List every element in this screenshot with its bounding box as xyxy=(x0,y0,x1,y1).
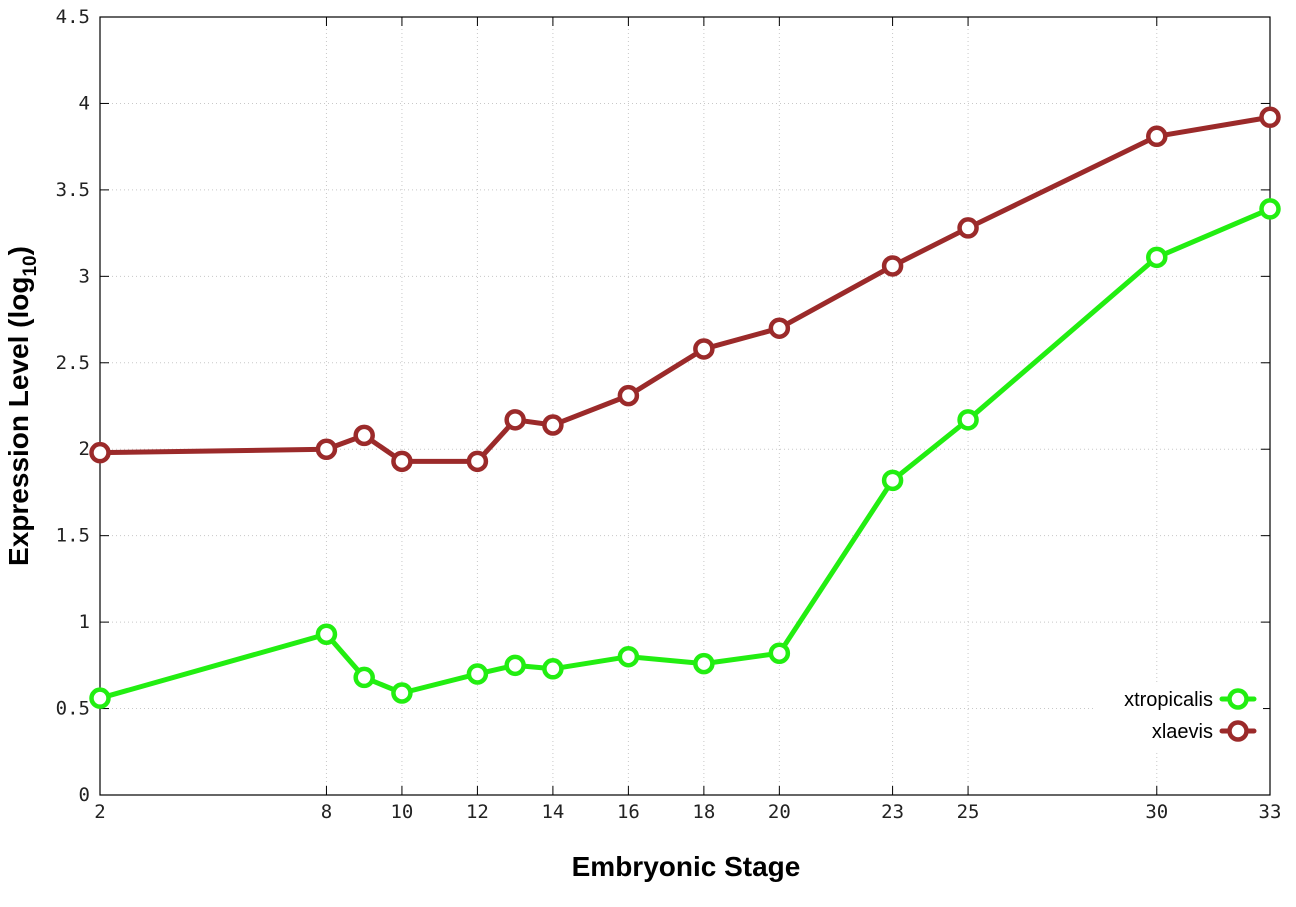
grid-layer xyxy=(100,17,1270,795)
series-line-xlaevis xyxy=(97,114,1273,464)
data-point-xtropicalis xyxy=(768,642,791,664)
legend-label-xlaevis: xlaevis xyxy=(1152,721,1213,743)
data-point-xtropicalis xyxy=(693,652,715,675)
x-tick-label: 30 xyxy=(1145,801,1168,823)
y-axis-title-close: ) xyxy=(3,246,34,255)
y-tick-label: 1 xyxy=(79,611,90,633)
legend-marker-xtropicalis xyxy=(1227,688,1249,710)
data-point-xlaevis xyxy=(693,338,715,360)
x-tick-label: 12 xyxy=(466,801,489,823)
x-tick-label: 10 xyxy=(390,801,413,823)
y-tick-label: 0 xyxy=(79,784,90,806)
y-tick-label: 4 xyxy=(79,92,90,114)
data-point-xlaevis xyxy=(881,255,904,277)
data-point-xlaevis xyxy=(1146,125,1168,148)
y-tick-label: 0.5 xyxy=(56,698,90,720)
tick-layer: 0 0.5 1 1.5 2 2.5 3 3.5 4 4.5 2 8 10 12 14 16 18 20 23 25 30… xyxy=(56,6,1282,823)
y-axis-title-subscript: 10 xyxy=(20,255,41,276)
y-tick-label: 2.5 xyxy=(56,352,90,374)
data-point-xtropicalis xyxy=(353,666,375,689)
data-point-xtropicalis xyxy=(1259,198,1281,220)
y-tick-label: 2 xyxy=(79,438,90,460)
y-axis-title: Expression Level (log10) xyxy=(3,246,41,566)
y-tick-label: 3.5 xyxy=(56,179,90,201)
x-tick-label: 2 xyxy=(94,801,105,823)
y-axis-title-main: Expression Level (log xyxy=(3,277,34,566)
x-tick-label: 18 xyxy=(692,801,715,823)
data-point-xtropicalis xyxy=(1146,246,1168,269)
data-point-xtropicalis xyxy=(466,663,489,685)
x-tick-label: 8 xyxy=(321,801,332,823)
series-layer xyxy=(89,106,1281,709)
x-tick-label: 14 xyxy=(541,801,564,823)
data-point-xlaevis xyxy=(391,450,413,473)
data-point-xtropicalis xyxy=(89,687,111,709)
data-point-xtropicalis xyxy=(617,645,640,668)
y-tick-label: 1.5 xyxy=(56,525,90,547)
series-line-xtropicalis xyxy=(97,206,1273,701)
y-tick-label: 3 xyxy=(79,265,90,287)
data-point-xlaevis xyxy=(504,409,526,431)
legend-marker-xlaevis xyxy=(1227,720,1249,742)
x-tick-label: 16 xyxy=(617,801,640,823)
data-point-xlaevis xyxy=(1259,106,1281,129)
x-tick-label: 33 xyxy=(1259,801,1282,823)
data-point-xlaevis xyxy=(353,424,375,447)
data-point-xlaevis xyxy=(617,384,640,407)
data-point-xlaevis xyxy=(768,317,791,339)
data-point-xtropicalis xyxy=(957,409,979,431)
x-axis-title: Embryonic Stage xyxy=(572,851,801,882)
legend: xtropicalis xlaevis xyxy=(1095,683,1263,753)
data-point-xlaevis xyxy=(466,450,489,473)
x-tick-label: 23 xyxy=(881,801,904,823)
data-point-xtropicalis xyxy=(881,469,904,492)
data-point-xlaevis xyxy=(957,217,979,239)
x-tick-label: 20 xyxy=(768,801,791,823)
data-point-xlaevis xyxy=(542,414,564,436)
y-tick-label: 4.5 xyxy=(56,6,90,28)
data-point-xtropicalis xyxy=(315,623,338,645)
data-point-xlaevis xyxy=(315,438,338,460)
plot-frame xyxy=(99,16,1271,796)
legend-label-xtropicalis: xtropicalis xyxy=(1124,689,1213,711)
data-point-xtropicalis xyxy=(542,658,564,680)
data-point-xtropicalis xyxy=(504,654,526,677)
data-point-xtropicalis xyxy=(391,682,413,704)
x-tick-label: 25 xyxy=(957,801,980,823)
data-point-xlaevis xyxy=(89,441,111,464)
